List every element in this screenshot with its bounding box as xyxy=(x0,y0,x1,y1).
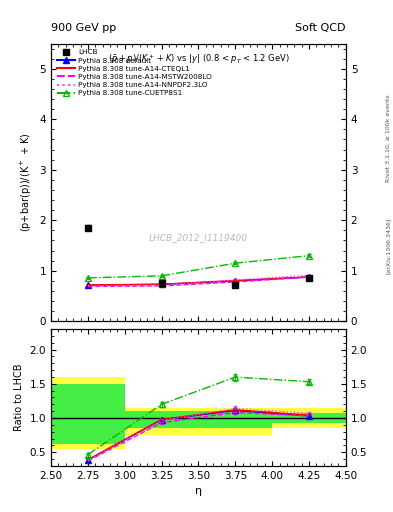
Text: LHCB_2012_I1119400: LHCB_2012_I1119400 xyxy=(149,233,248,243)
Text: 900 GeV pp: 900 GeV pp xyxy=(51,23,116,33)
Text: Soft QCD: Soft QCD xyxy=(296,23,346,33)
Y-axis label: Ratio to LHCB: Ratio to LHCB xyxy=(14,364,24,431)
Text: [arXiv:1306.3436]: [arXiv:1306.3436] xyxy=(386,218,391,274)
Legend: LHCB, Pythia 8.308 default, Pythia 8.308 tune-A14-CTEQL1, Pythia 8.308 tune-A14-: LHCB, Pythia 8.308 default, Pythia 8.308… xyxy=(54,47,215,99)
Text: $(\bar{p}+p)/(K^++K)$ vs $|y|$ (0.8 < $p_T$ < 1.2 GeV): $(\bar{p}+p)/(K^++K)$ vs $|y|$ (0.8 < $p… xyxy=(108,52,289,66)
Y-axis label: (p+bar(p))/(K$^+$ + K): (p+bar(p))/(K$^+$ + K) xyxy=(19,133,34,232)
X-axis label: η: η xyxy=(195,486,202,496)
Text: Rivet 3.1.10, ≥ 100k events: Rivet 3.1.10, ≥ 100k events xyxy=(386,94,391,182)
